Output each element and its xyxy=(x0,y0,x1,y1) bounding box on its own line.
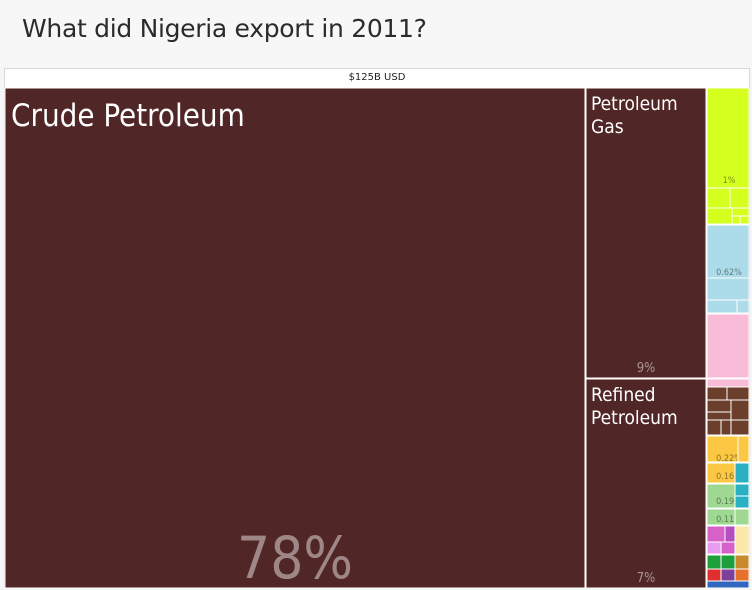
minor-tile[interactable] xyxy=(739,215,750,225)
minor-tile[interactable] xyxy=(726,386,750,401)
tile-share-product-4: 0.62% xyxy=(716,268,742,278)
minor-tile[interactable] xyxy=(734,568,750,582)
minor-tile[interactable] xyxy=(706,399,732,413)
minor-tile[interactable] xyxy=(734,554,750,570)
minor-tile[interactable] xyxy=(706,554,722,570)
minor-tile[interactable] xyxy=(734,495,750,509)
tile-petroleum-gas[interactable] xyxy=(585,87,707,379)
minor-tile[interactable] xyxy=(706,419,722,436)
page-header: What did Nigeria export in 2011? xyxy=(0,0,752,66)
tile-crude-petroleum[interactable] xyxy=(4,87,586,589)
tile-label-petroleum-gas: Petroleum xyxy=(591,93,678,115)
minor-tile[interactable] xyxy=(720,419,732,436)
minor-tile[interactable] xyxy=(730,419,750,436)
tile-share-product-9: 0.19% xyxy=(716,497,742,507)
tile-refined-petroleum[interactable] xyxy=(585,378,707,589)
minor-tile[interactable] xyxy=(730,399,750,421)
minor-tile[interactable] xyxy=(731,215,741,225)
tile-label-refined-petroleum: Refined xyxy=(591,384,656,406)
minor-tile[interactable] xyxy=(736,299,750,314)
minor-tile[interactable] xyxy=(706,541,722,555)
treemap-total-label: $125B USD xyxy=(348,72,406,83)
minor-tile[interactable] xyxy=(706,313,750,379)
tile-label-refined-petroleum: Petroleum xyxy=(591,407,678,429)
minor-tile[interactable] xyxy=(706,568,722,582)
minor-tile[interactable] xyxy=(706,378,750,388)
tile-share-product-7: 0.22% xyxy=(716,454,742,464)
minor-tile[interactable] xyxy=(720,568,736,582)
minor-tile[interactable] xyxy=(706,580,750,589)
tile-share-product-8: 0.16% xyxy=(716,472,742,482)
minor-tile[interactable] xyxy=(724,525,736,543)
tile-share-product-3: 1% xyxy=(723,176,736,186)
minor-tile[interactable] xyxy=(731,207,750,217)
minor-tile[interactable] xyxy=(737,435,750,463)
minor-tile[interactable] xyxy=(734,462,750,484)
page-title: What did Nigeria export in 2011? xyxy=(22,14,427,43)
minor-tile[interactable] xyxy=(734,508,750,526)
minor-tile[interactable] xyxy=(734,483,750,497)
minor-tile[interactable] xyxy=(706,386,728,401)
minor-tile[interactable] xyxy=(729,187,750,209)
tile-share-product-10: 0.11% xyxy=(716,515,742,525)
tile-label-petroleum-gas: Gas xyxy=(591,116,624,138)
tile-share-crude-petroleum: 78% xyxy=(237,524,353,590)
minor-tile[interactable] xyxy=(706,277,750,301)
minor-tile[interactable] xyxy=(706,525,726,543)
tile-label-crude-petroleum: Crude Petroleum xyxy=(11,98,245,134)
minor-tile[interactable] xyxy=(734,525,750,555)
tile-share-petroleum-gas: 9% xyxy=(637,361,656,376)
tile-share-refined-petroleum: 7% xyxy=(637,571,656,586)
minor-tile[interactable] xyxy=(706,207,733,225)
minor-tile[interactable] xyxy=(720,554,736,570)
minor-tile[interactable] xyxy=(720,541,736,555)
minor-tile[interactable] xyxy=(706,299,738,314)
